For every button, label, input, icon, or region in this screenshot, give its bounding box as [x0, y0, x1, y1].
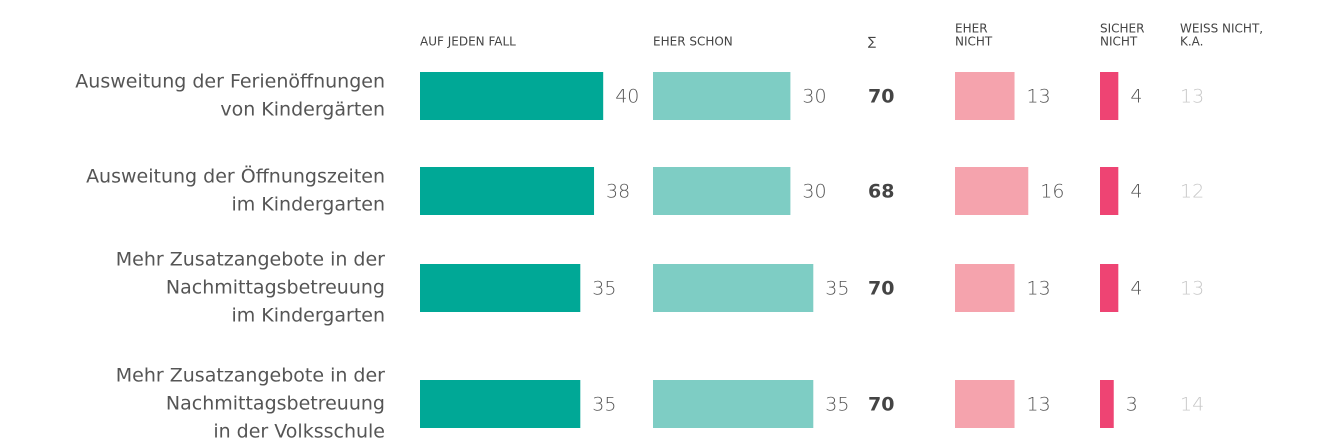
value-label: 30	[802, 181, 826, 203]
value-label: 35	[825, 278, 849, 300]
bar	[420, 167, 595, 215]
bar	[1100, 72, 1119, 120]
bar	[420, 264, 581, 312]
column-header: SICHER	[1100, 22, 1144, 36]
column-header: EHER	[955, 22, 988, 36]
value-label: 13	[1027, 86, 1051, 108]
bar	[653, 167, 791, 215]
bar	[653, 380, 814, 428]
value-label: 4	[1130, 278, 1142, 300]
row-label: in der Volksschule	[213, 421, 385, 443]
row-label: Mehr Zusatzangebote in der	[116, 249, 385, 271]
value-label: 40	[615, 86, 639, 108]
value-label: 14	[1180, 394, 1204, 416]
row-label: von Kindergärten	[220, 99, 385, 121]
row-label: Ausweitung der Ferienöffnungen	[75, 71, 385, 93]
value-label: 13	[1027, 278, 1051, 300]
bar	[1100, 167, 1119, 215]
row-label: Mehr Zusatzangebote in der	[116, 365, 385, 387]
column-header: K.A.	[1180, 35, 1204, 49]
bar	[955, 264, 1015, 312]
value-label: 70	[868, 278, 894, 300]
value-label: 68	[868, 181, 894, 203]
row-label: Ausweitung der Öffnungszeiten	[86, 165, 385, 188]
column-header: NICHT	[955, 35, 993, 49]
value-label: 35	[592, 278, 616, 300]
value-label: 3	[1126, 394, 1138, 416]
row-label: im Kindergarten	[231, 194, 385, 216]
value-label: 35	[592, 394, 616, 416]
value-label: 16	[1040, 181, 1064, 203]
bar	[653, 264, 814, 312]
row-label: Nachmittagsbetreuung	[166, 393, 385, 415]
column-header: WEISS NICHT,	[1180, 22, 1263, 36]
bar	[1100, 264, 1119, 312]
column-header: ∑	[868, 35, 876, 49]
column-header: EHER SCHON	[653, 35, 733, 49]
column-header: AUF JEDEN FALL	[420, 35, 516, 49]
bar	[955, 72, 1015, 120]
value-label: 13	[1027, 394, 1051, 416]
bar	[420, 72, 604, 120]
value-label: 70	[868, 86, 894, 108]
value-label: 35	[825, 394, 849, 416]
bar	[955, 167, 1029, 215]
row-label: Nachmittagsbetreuung	[166, 277, 385, 299]
value-label: 13	[1180, 278, 1204, 300]
value-label: 4	[1130, 86, 1142, 108]
value-label: 4	[1130, 181, 1142, 203]
column-header: NICHT	[1100, 35, 1138, 49]
value-label: 70	[868, 394, 894, 416]
bar	[653, 72, 791, 120]
bar	[1100, 380, 1114, 428]
row-label: im Kindergarten	[231, 305, 385, 327]
value-label: 13	[1180, 86, 1204, 108]
bar	[955, 380, 1015, 428]
bar	[420, 380, 581, 428]
value-label: 30	[802, 86, 826, 108]
value-label: 12	[1180, 181, 1204, 203]
value-label: 38	[606, 181, 630, 203]
